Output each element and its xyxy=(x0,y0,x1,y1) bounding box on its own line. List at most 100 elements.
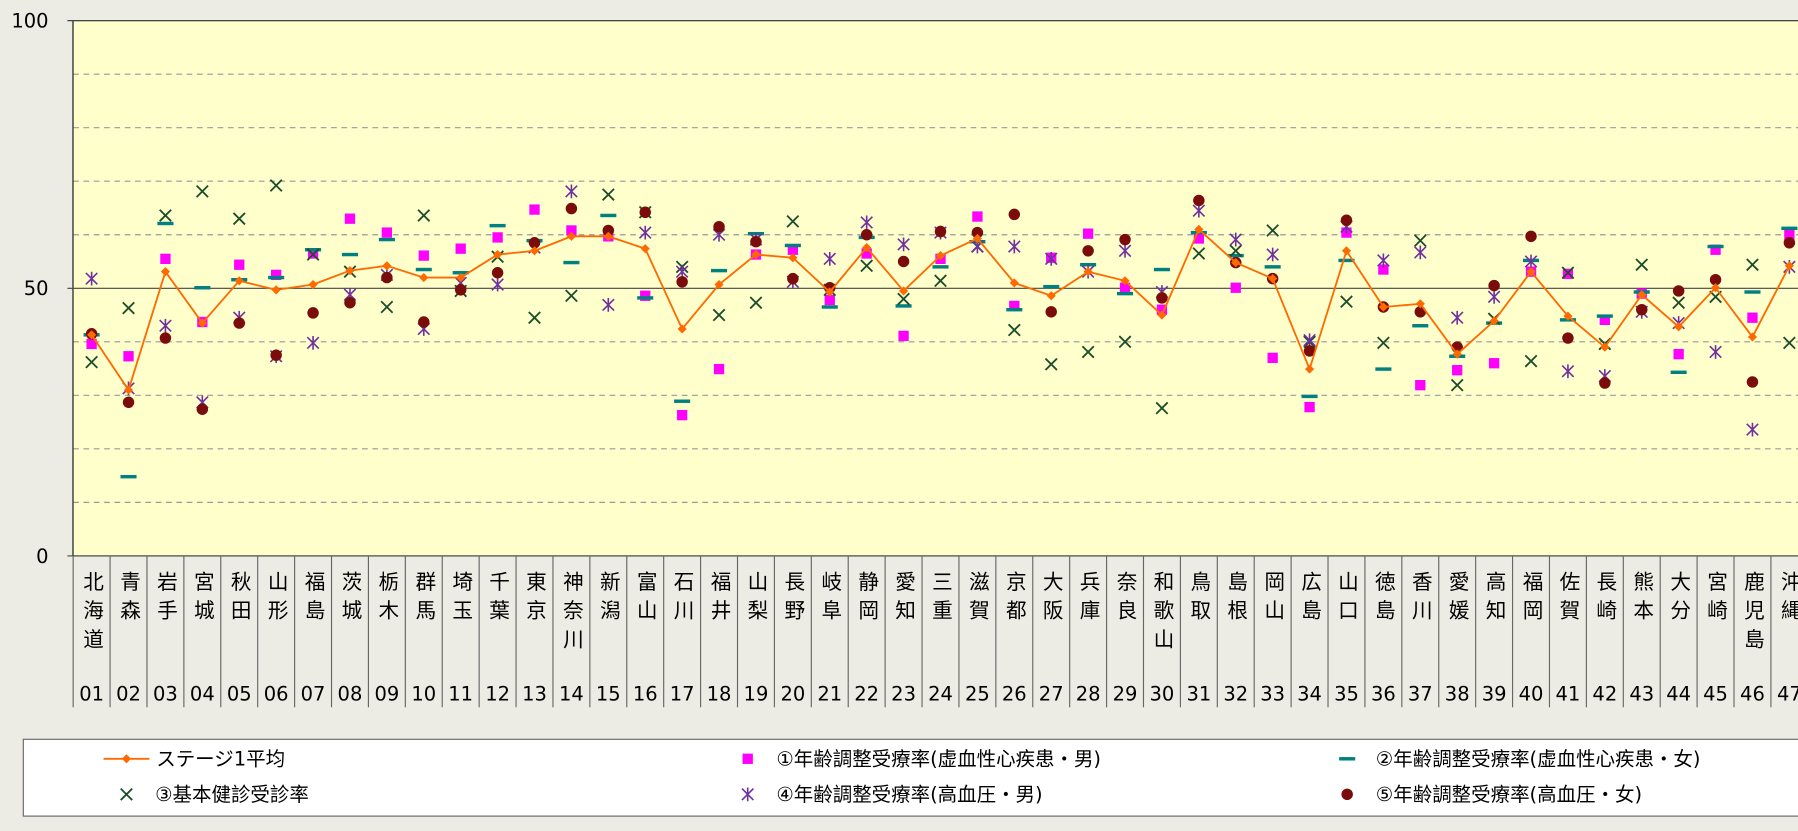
square-marker xyxy=(418,250,429,261)
diamond-marker xyxy=(123,385,134,395)
x-tick-label: 愛知 xyxy=(892,571,916,628)
x-code-label: 39 xyxy=(1482,682,1507,705)
square-marker xyxy=(123,351,134,362)
x-code-label: 06 xyxy=(264,682,289,705)
square-marker xyxy=(1747,312,1758,323)
x-code-label: 29 xyxy=(1113,682,1138,705)
circle-marker xyxy=(750,235,762,248)
dash-marker xyxy=(378,237,395,242)
asterisk-marker xyxy=(159,318,172,333)
x-marker xyxy=(417,209,431,222)
circle-marker xyxy=(270,349,282,361)
x-marker xyxy=(122,301,135,315)
x-marker xyxy=(528,311,541,325)
asterisk-marker xyxy=(565,184,578,199)
dash-marker xyxy=(637,296,654,300)
dash-marker xyxy=(784,243,801,248)
diamond-marker xyxy=(529,246,540,256)
diamond-marker xyxy=(419,272,429,283)
x-code-label: 13 xyxy=(522,682,547,705)
circle-marker xyxy=(1008,208,1021,221)
x-tick-label: 広島 xyxy=(1298,571,1322,628)
x-marker xyxy=(565,289,578,303)
square-marker xyxy=(1710,244,1721,255)
diamond-marker xyxy=(121,754,132,764)
x-marker xyxy=(601,188,615,201)
x-marker xyxy=(269,179,283,192)
x-marker xyxy=(195,185,209,198)
asterisk-marker xyxy=(602,297,615,312)
square-marker xyxy=(1009,300,1020,312)
circle-marker xyxy=(1340,214,1353,227)
x-tick-label: 佐賀 xyxy=(1556,571,1580,628)
x-code-label: 46 xyxy=(1740,682,1765,705)
x-tick-label: 香川 xyxy=(1408,571,1432,628)
asterisk-marker xyxy=(1229,232,1243,247)
x-marker xyxy=(786,214,800,228)
x-marker xyxy=(1746,258,1759,272)
diamond-marker xyxy=(899,286,909,296)
dash-marker xyxy=(1707,244,1724,249)
x-code-label: 17 xyxy=(670,682,695,705)
x-marker xyxy=(380,300,394,314)
x-marker xyxy=(1007,323,1021,337)
dash-marker xyxy=(1339,757,1356,761)
asterisk-marker xyxy=(85,271,98,286)
circle-marker xyxy=(233,317,245,329)
dash-marker xyxy=(120,474,137,479)
x-marker xyxy=(1524,354,1538,368)
square-marker xyxy=(713,363,725,375)
square-marker xyxy=(676,409,688,421)
diamond-marker xyxy=(308,279,318,290)
x-tick-label: 高知 xyxy=(1482,571,1506,628)
x-tick-label: 岡山 xyxy=(1261,571,1285,628)
diamond-marker xyxy=(1637,290,1647,300)
diamond-marker xyxy=(862,243,872,253)
x-code-label: 36 xyxy=(1371,682,1396,705)
x-code-label: 14 xyxy=(559,682,584,705)
diamond-marker xyxy=(1157,310,1167,320)
asterisk-marker xyxy=(1266,247,1279,262)
circle-marker xyxy=(1672,285,1685,297)
diamond-marker xyxy=(345,266,355,276)
diamond-marker xyxy=(603,231,613,241)
asterisk-marker xyxy=(1487,289,1501,304)
x-marker xyxy=(1377,336,1390,350)
x-tick-label: 神奈川 xyxy=(559,571,583,657)
x-tick-label: 岐阜 xyxy=(818,571,842,628)
dash-marker xyxy=(268,275,285,280)
x-code-label: 40 xyxy=(1519,682,1544,705)
x-code-label: 37 xyxy=(1408,682,1433,705)
dash-marker xyxy=(1080,262,1097,267)
diamond-marker xyxy=(935,251,946,261)
circle-marker xyxy=(196,403,209,415)
x-tick-label: 鹿児島 xyxy=(1740,571,1764,657)
x-code-label: 03 xyxy=(153,682,178,705)
x-code-label: 31 xyxy=(1186,682,1211,705)
square-marker xyxy=(824,294,835,306)
circle-marker xyxy=(1783,237,1796,249)
square-marker xyxy=(1673,348,1684,360)
circle-marker xyxy=(1488,279,1500,292)
diamond-marker xyxy=(87,330,97,340)
asterisk-marker xyxy=(1709,345,1722,359)
dash-marker xyxy=(1153,267,1170,272)
square-marker xyxy=(1082,228,1094,239)
x-tick-label: 大分 xyxy=(1667,571,1691,628)
x-tick-label: 福島 xyxy=(301,571,325,628)
dash-marker xyxy=(415,267,432,272)
square-marker xyxy=(160,253,171,264)
x-marker xyxy=(897,292,910,306)
x-tick-label: 京都 xyxy=(1002,571,1026,628)
x-tick-label: 熊本 xyxy=(1630,571,1654,628)
x-tick-label: 愛媛 xyxy=(1445,571,1469,628)
x-code-label: 09 xyxy=(374,682,399,705)
circle-marker xyxy=(565,202,578,215)
x-tick-label: 静岡 xyxy=(855,571,879,628)
circle-marker xyxy=(971,226,984,239)
x-code-label: 35 xyxy=(1334,682,1359,705)
asterisk-marker xyxy=(638,225,652,240)
dash-marker xyxy=(821,305,838,309)
dash-marker xyxy=(1264,265,1281,269)
y-tick-label: 50 xyxy=(24,277,49,300)
